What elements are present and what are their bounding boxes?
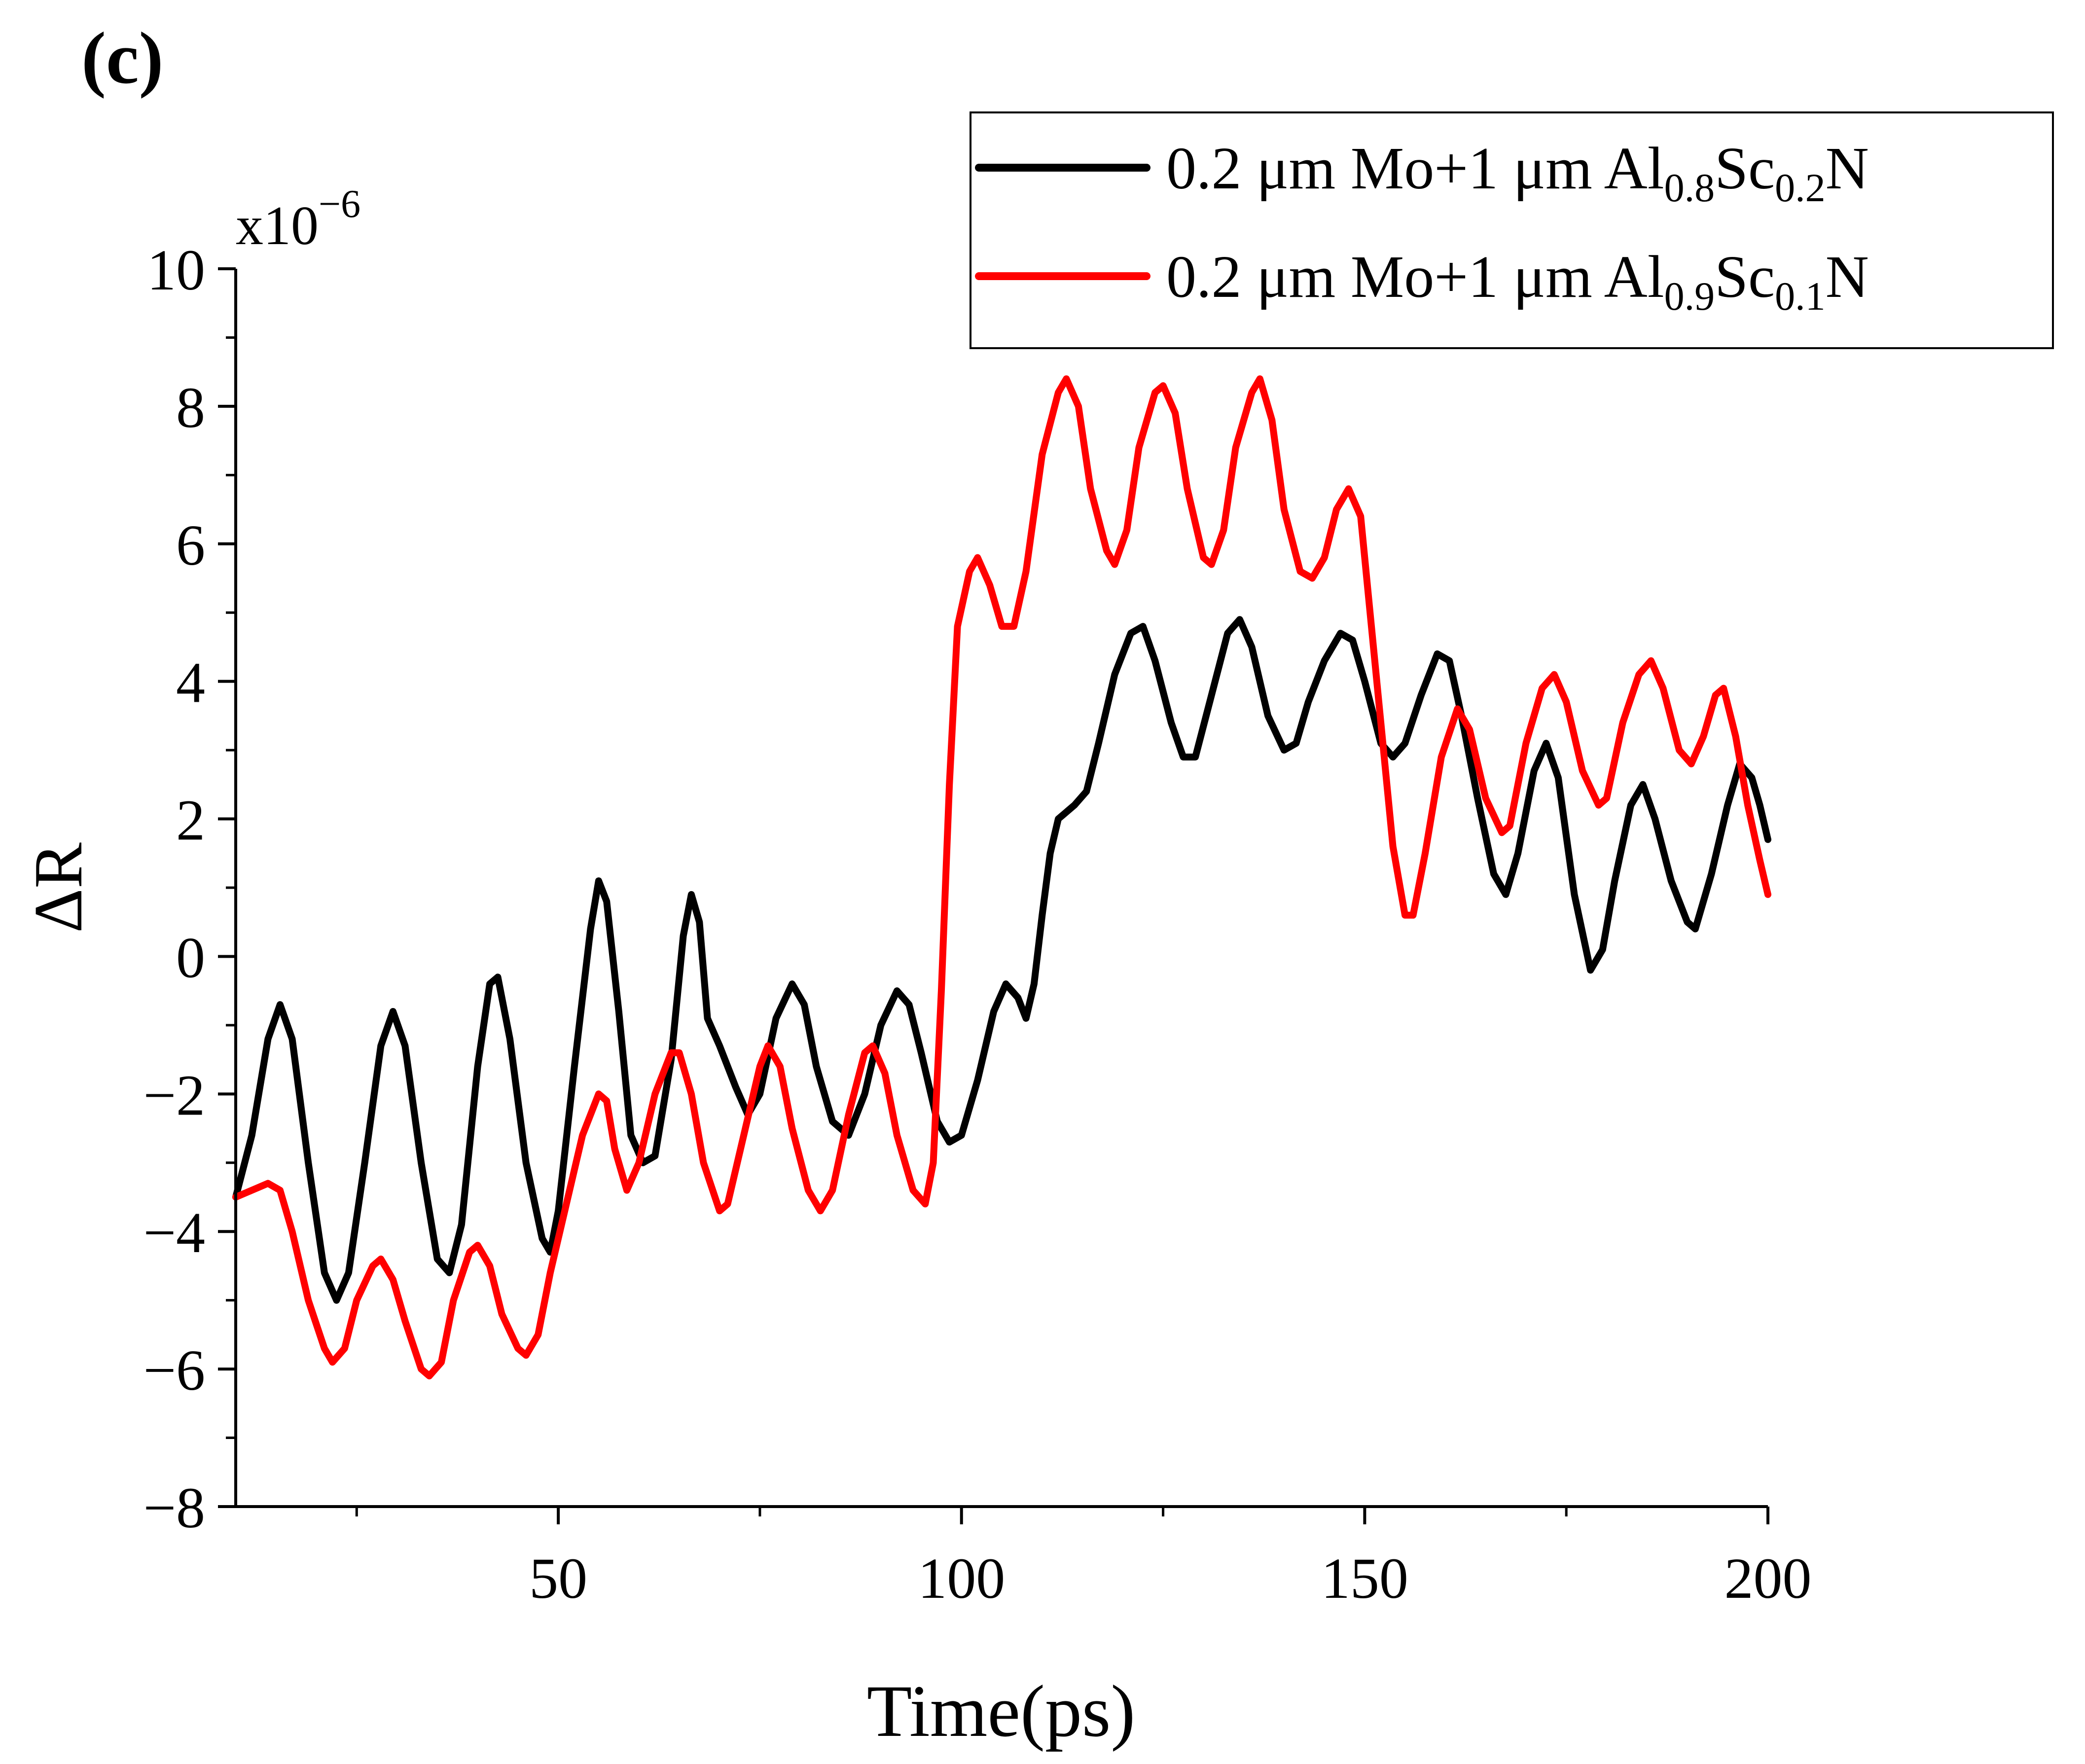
y-tick-label: −2 <box>143 1063 205 1127</box>
y-tick-label: −4 <box>143 1200 205 1265</box>
axes <box>234 269 1768 1508</box>
legend: 0.2 μm Mo+1 μm Al0.8Sc0.2N 0.2 μm Mo+1 μ… <box>970 111 2054 349</box>
y-tick-label: 0 <box>176 925 205 990</box>
legend-label-series-2: 0.2 μm Mo+1 μm Al0.9Sc0.1N <box>1166 244 1869 319</box>
y-multiplier-exponent: −6 <box>319 182 360 226</box>
y-tick-label: 2 <box>176 788 205 853</box>
ticks-layer: 50 100 150 200 −8 −6 −4 −2 0 2 4 6 8 10 <box>143 238 1811 1611</box>
x-tick-label: 100 <box>918 1546 1005 1611</box>
y-tick-label: 8 <box>176 375 205 440</box>
panel-label: (c) <box>81 17 163 99</box>
x-tick-label: 150 <box>1321 1546 1408 1611</box>
legend-box <box>970 111 2054 349</box>
series-layer <box>232 375 1771 1380</box>
legend-label-series-1: 0.2 μm Mo+1 μm Al0.8Sc0.2N <box>1166 135 1869 210</box>
x-axis-label: Time(ps) <box>867 1670 1136 1752</box>
x-tick-label: 50 <box>529 1546 587 1611</box>
x-tick-label: 200 <box>1725 1546 1812 1611</box>
y-tick-label: −6 <box>143 1338 205 1403</box>
y-tick-label: 10 <box>147 238 205 302</box>
series-line-1 <box>232 616 1771 1304</box>
y-tick-label: 6 <box>176 513 205 577</box>
y-multiplier: x10−6 <box>236 182 360 256</box>
y-axis-label: ΔR <box>20 842 97 933</box>
y-tick-label: 4 <box>176 650 205 715</box>
y-tick-label: −8 <box>143 1476 205 1540</box>
y-multiplier-base: x10 <box>236 195 319 256</box>
series-line-2 <box>232 375 1771 1380</box>
